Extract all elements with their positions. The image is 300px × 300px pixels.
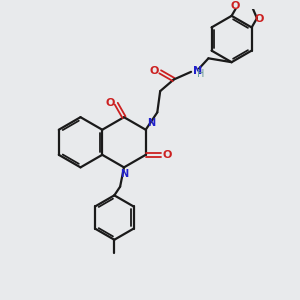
Text: O: O [162, 150, 172, 160]
Text: O: O [254, 14, 264, 24]
Text: N: N [193, 66, 202, 76]
Text: O: O [106, 98, 115, 108]
Text: N: N [120, 169, 128, 179]
Text: N: N [147, 118, 155, 128]
Text: O: O [150, 66, 159, 76]
Text: H: H [197, 69, 204, 79]
Text: O: O [230, 1, 240, 11]
